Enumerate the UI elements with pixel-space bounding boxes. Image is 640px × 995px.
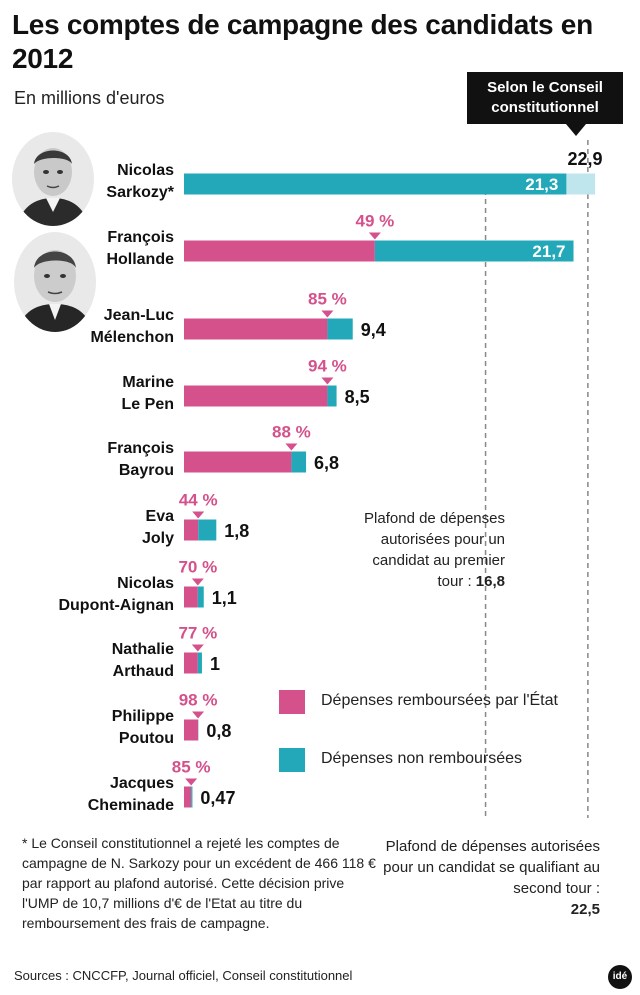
candidate-name-line: Cheminade [87,797,174,814]
candidate-name-9: Jacques Cheminade [88,773,174,817]
candidate-name-line: Poutou [118,730,174,747]
bar-reimbursed-3 [184,385,328,407]
candidate-name-line: Bayrou [118,462,174,479]
share-label-4: 88 % [272,423,311,442]
share-marker-9 [185,778,198,786]
share-marker-6 [191,578,204,586]
bar-reimbursed-5 [184,519,199,541]
share-marker-5 [192,511,205,519]
bar-not-reimbursed-0 [184,173,567,195]
legend-label-not-reimbursed: Dépenses non remboursées [321,750,523,767]
candidate-name-line: Nathalie [111,641,174,658]
candidate-name-5: Eva Joly [142,506,174,550]
total-label-8: 0,8 [206,721,231,741]
first-round-cap-value: 16,8 [475,573,505,590]
bar-not-reimbursed-1 [374,240,574,262]
candidate-name-line: Sarkozy* [106,184,174,201]
total-label-6: 1,1 [212,588,237,608]
share-marker-7 [191,644,204,652]
total-label-4: 6,8 [314,453,339,473]
candidate-name-line: François [107,440,174,457]
bar-not-reimbursed-2 [327,318,353,340]
chart-title: Les comptes de campagne des candidats en… [12,9,593,74]
share-label-2: 85 % [308,290,347,309]
share-marker-3 [321,377,334,385]
publisher-logo: idé [608,965,632,989]
total-label-5: 1,8 [224,521,249,541]
candidate-name-line: Jean-Luc [103,307,174,324]
chart-subtitle: En millions d'euros [14,88,165,108]
bar-not-reimbursed-3 [327,385,337,407]
bar-reimbursed-4 [184,451,292,473]
candidate-name-1: François Hollande [106,227,174,271]
candidate-name-line: Joly [141,530,174,547]
legend-reimbursed: Dépenses remboursées par l'État [279,690,579,736]
bar-reimbursed-8 [184,719,199,741]
candidate-name-8: Philippe Poutou [112,706,174,750]
total-label-3: 8,5 [345,387,370,407]
candidate-name-line: Dupont-Aignan [58,597,174,614]
share-label-9: 85 % [172,758,211,777]
share-marker-1 [368,232,381,240]
candidate-name-line: Mélenchon [90,329,174,346]
legend-label-reimbursed: Dépenses remboursées par l'État [321,692,558,709]
candidate-name-line: Hollande [106,251,174,268]
callout-arrow [566,124,586,136]
legend-swatch-reimbursed [279,690,305,714]
candidate-name-line: Arthaud [112,663,174,680]
bar-not-reimbursed-7 [197,652,202,674]
share-marker-8 [192,711,205,719]
total-label-1: 21,7 [532,242,565,261]
candidate-name-4: François Bayrou [107,438,174,482]
candidate-name-6: Nicolas Dupont-Aignan [58,573,174,617]
total-label-0: 21,3 [525,175,558,194]
total-label-2: 9,4 [361,320,386,340]
candidate-name-line: Philippe [111,708,174,725]
candidate-name-line: Eva [145,508,174,525]
share-label-3: 94 % [308,357,347,376]
second-round-cap-note: Plafond de dépenses autorisées pour un c… [370,836,600,920]
bar-reimbursed-9 [184,786,192,808]
share-marker-4 [285,443,298,451]
candidate-name-3: Marine Le Pen [122,372,174,416]
bar-not-reimbursed-6 [197,586,204,608]
first-round-cap-text: Plafond de dépenses autorisées pour un c… [364,510,505,590]
share-marker-2 [321,310,334,318]
share-label-5: 44 % [179,491,218,510]
conseil-callout: Selon le Conseil constitutionnel [467,72,623,124]
second-round-cap-text: Plafond de dépenses autorisées pour un c… [383,838,600,897]
bar-reimbursed-1 [184,240,375,262]
footnote: * Le Conseil constitutionnel a rejeté le… [22,835,376,931]
candidate-name-line: Nicolas [117,575,174,592]
bar-reimbursed-2 [184,318,328,340]
candidate-name-line: Nicolas [117,162,174,179]
share-label-1: 49 % [355,212,394,231]
candidate-name-0: Nicolas Sarkozy* [106,160,174,204]
candidate-name-line: Marine [122,374,174,391]
bar-not-reimbursed-5 [198,519,217,541]
candidate-name-7: Nathalie Arthaud [112,639,174,683]
sarkozy-portrait [12,132,94,226]
candidate-name-line: Le Pen [121,396,174,413]
total-label-7: 1 [210,654,220,674]
bar-reimbursed-6 [184,586,198,608]
bar-reimbursed-7 [184,652,198,674]
sarkozy-revised-label: 22,9 [568,149,603,169]
legend-not-reimbursed: Dépenses non remboursées [279,748,579,774]
bar-not-reimbursed-9 [191,786,193,808]
hollande-portrait [14,232,96,332]
share-label-7: 77 % [178,624,217,643]
bar-not-reimbursed-4 [291,451,307,473]
legend-swatch-not-reimbursed [279,748,305,772]
candidate-name-line: François [107,229,174,246]
sources: Sources : CNCCFP, Journal officiel, Cons… [14,968,353,983]
candidate-name-line: Jacques [109,775,174,792]
first-round-cap-note: Plafond de dépenses autorisées pour un c… [345,508,505,592]
share-label-6: 70 % [178,558,217,577]
second-round-cap-value: 22,5 [570,901,600,918]
total-label-9: 0,47 [200,788,235,808]
candidate-name-2: Jean-Luc Mélenchon [90,305,174,349]
share-label-8: 98 % [179,691,218,710]
